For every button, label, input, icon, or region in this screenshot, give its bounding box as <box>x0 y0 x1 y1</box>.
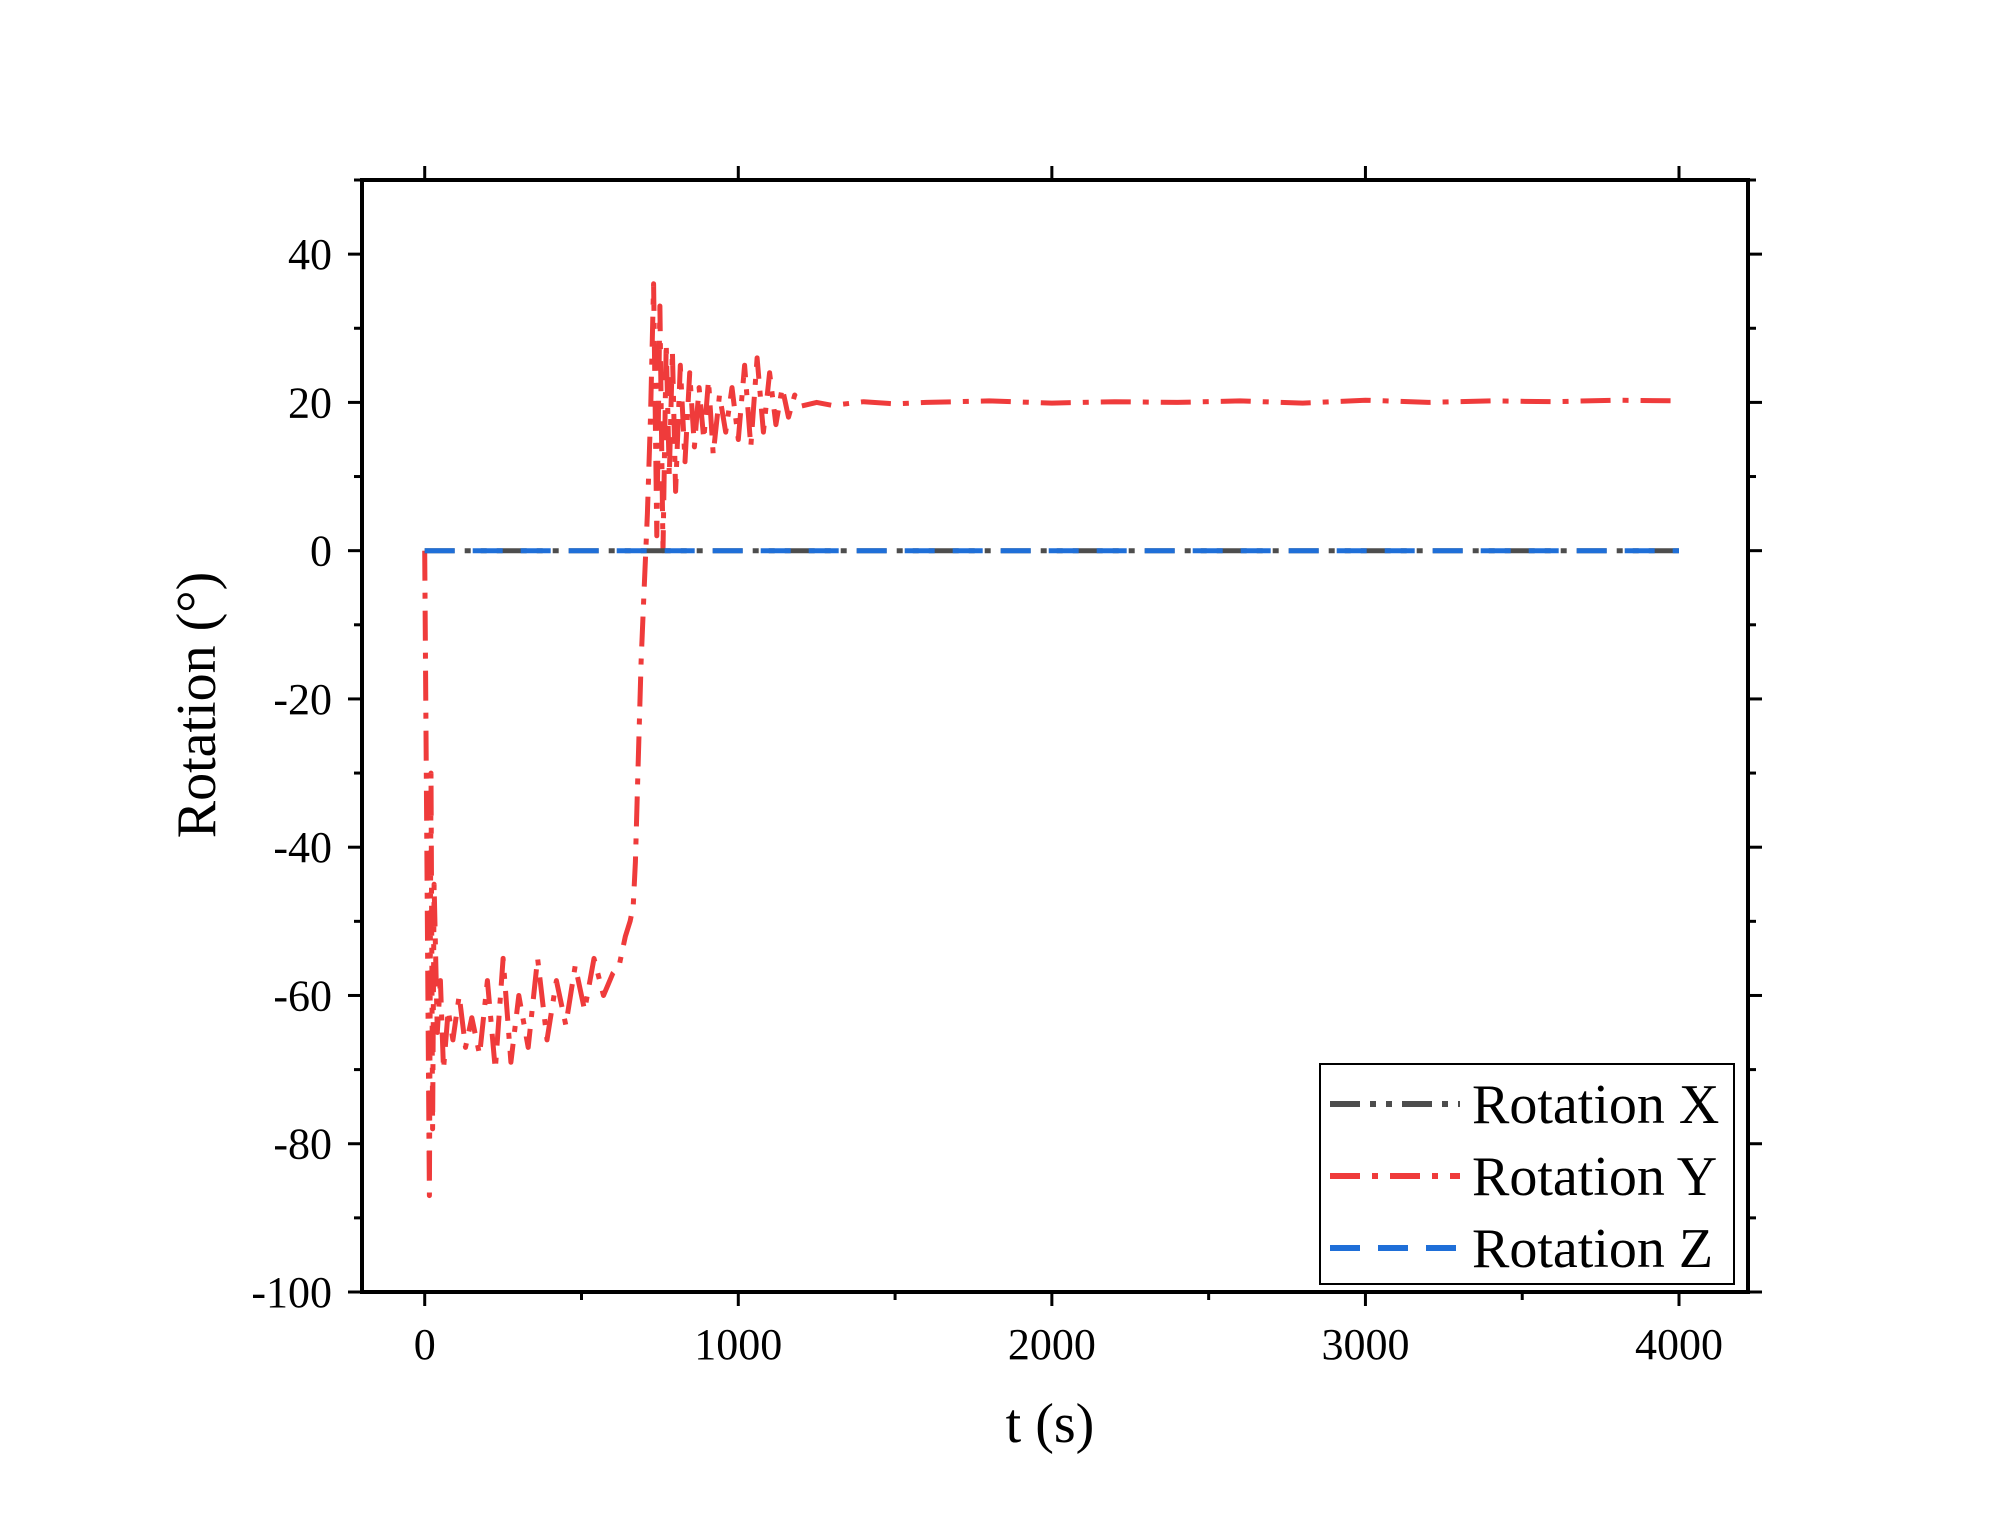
x-tick-label: 4000 <box>1635 1320 1723 1369</box>
x-tick-label: 0 <box>414 1320 436 1369</box>
legend: Rotation X Rotation Y Rotation Z <box>1319 1063 1735 1285</box>
x-tick-label: 2000 <box>1008 1320 1096 1369</box>
y-tick-label: 40 <box>288 230 332 279</box>
legend-label: Rotation X <box>1472 1074 1719 1136</box>
y-tick-label: 0 <box>310 527 332 576</box>
y-tick-label: -60 <box>273 971 332 1020</box>
y-tick-label: 20 <box>288 378 332 427</box>
series-line-rotation-y <box>422 281 1680 1199</box>
legend-label: Rotation Z <box>1472 1218 1713 1280</box>
x-tick-label: 3000 <box>1321 1320 1409 1369</box>
y-tick-label: -40 <box>273 823 332 872</box>
series-layer <box>422 281 1680 1199</box>
plot-frame <box>360 178 1750 1294</box>
y-tick-label: -100 <box>251 1268 332 1317</box>
y-tick-label: -80 <box>273 1120 332 1169</box>
axes-layer: 0 1000 2000 3000 4000 -100 -80 -60 -40 -20 0 20 40 <box>251 166 1762 1369</box>
legend-label: Rotation Y <box>1472 1146 1717 1208</box>
y-tick-label: -20 <box>273 675 332 724</box>
x-axis-title: t (s) <box>1006 1393 1095 1455</box>
x-tick-label: 1000 <box>694 1320 782 1369</box>
y-axis-title: Rotation (°) <box>166 572 228 839</box>
